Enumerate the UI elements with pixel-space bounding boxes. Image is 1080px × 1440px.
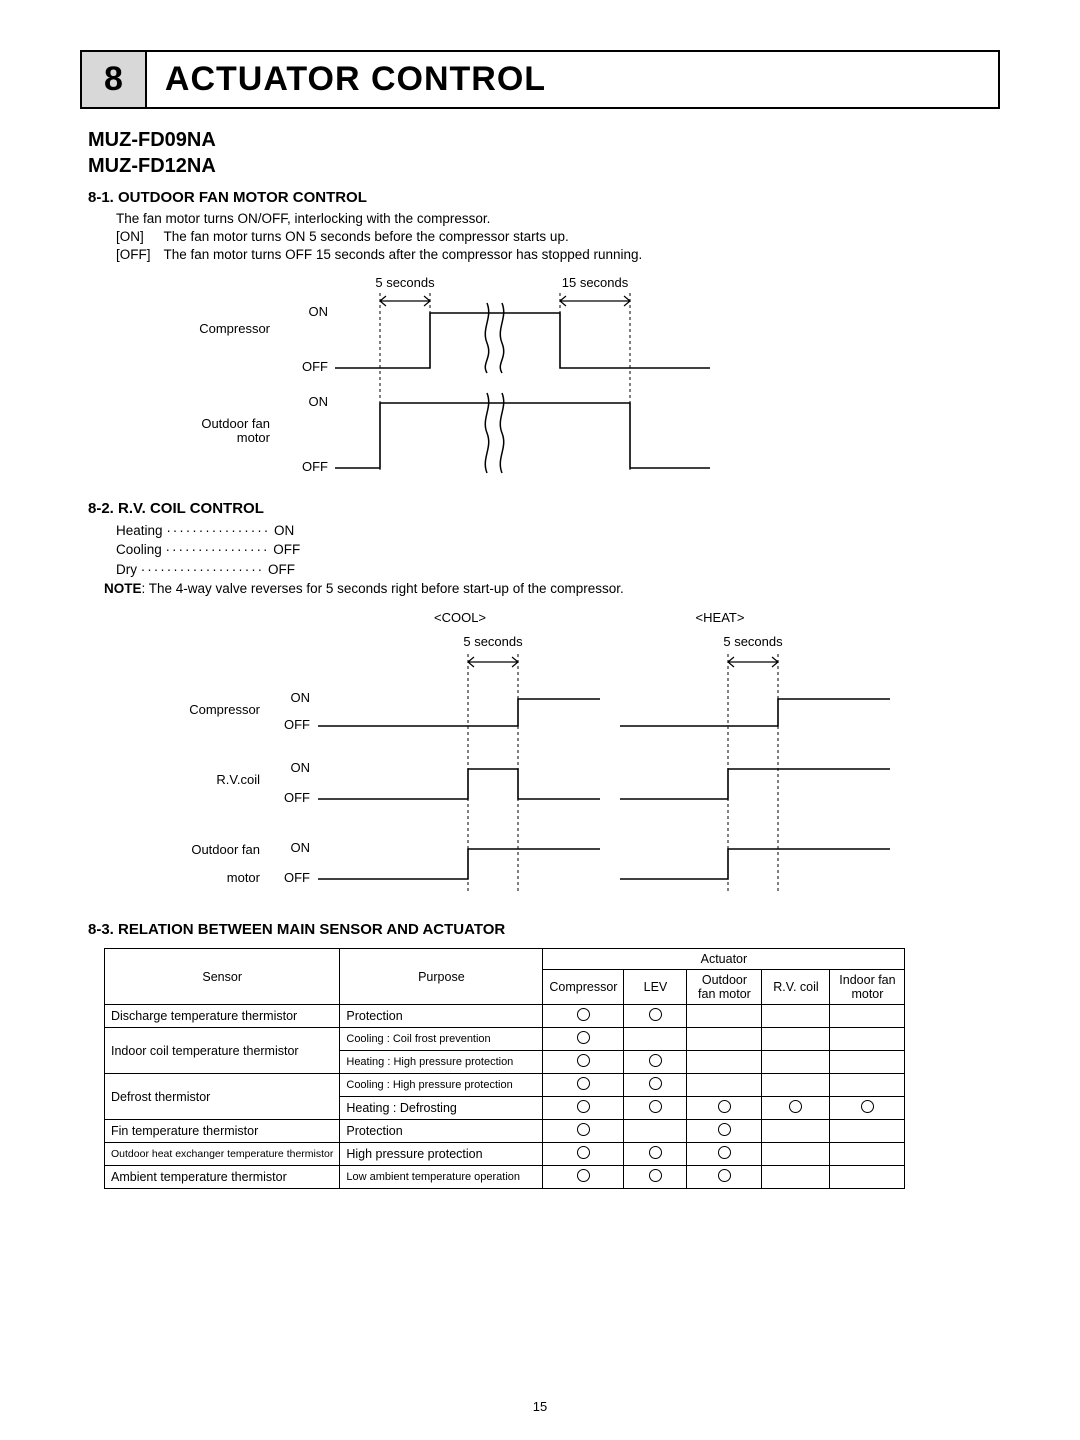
text: [ON] (116, 228, 160, 246)
svg-text:R.V.coil: R.V.coil (216, 772, 260, 787)
subsection-8-2: 8-2. R.V. COIL CONTROL (88, 500, 1000, 517)
table-row: Outdoor heat exchanger temperature therm… (105, 1143, 905, 1166)
sensor-actuator-table: Sensor Purpose Actuator Compressor LEV O… (104, 948, 905, 1189)
svg-text:ON: ON (291, 690, 311, 705)
th: LEV (624, 970, 687, 1005)
th: R.V. coil (762, 970, 830, 1005)
svg-text:5 seconds: 5 seconds (723, 634, 783, 649)
section-header: 8 ACTUATOR CONTROL (80, 50, 1000, 109)
svg-text:Outdoor fan: Outdoor fan (201, 416, 270, 431)
svg-text:<HEAT>: <HEAT> (696, 610, 745, 625)
text: OFF (273, 542, 300, 557)
th-purpose: Purpose (340, 949, 543, 1005)
text: The 4-way valve reverses for 5 seconds r… (149, 581, 624, 596)
th: Indoor fanmotor (830, 970, 905, 1005)
svg-text:OFF: OFF (302, 459, 328, 474)
svg-text:15 seconds: 15 seconds (562, 275, 629, 290)
note: NOTE: The 4-way valve reverses for 5 sec… (104, 581, 1000, 596)
svg-text:Compressor: Compressor (199, 321, 270, 336)
timing-diagram-2: <COOL> <HEAT> 5 seconds 5 seconds Compre… (150, 604, 1000, 909)
table-row: Discharge temperature thermistorProtecti… (105, 1005, 905, 1028)
th-sensor: Sensor (105, 949, 340, 1005)
model: MUZ-FD09NA (88, 129, 216, 151)
svg-text:Compressor: Compressor (189, 702, 260, 717)
text: Heating (116, 523, 163, 538)
text: The fan motor turns OFF 15 seconds after… (164, 247, 643, 262)
text: Dry (116, 562, 137, 577)
rv-coil-list: Heating ················ ON Cooling ····… (116, 521, 1000, 580)
text: Cooling (116, 542, 162, 557)
th-actuator: Actuator (543, 949, 905, 970)
table-row: Ambient temperature thermistorLow ambien… (105, 1166, 905, 1189)
text: The fan motor turns ON 5 seconds before … (164, 229, 569, 244)
section-title: ACTUATOR CONTROL (147, 52, 564, 107)
body-text: The fan motor turns ON/OFF, interlocking… (116, 210, 1000, 265)
svg-text:OFF: OFF (302, 359, 328, 374)
svg-text:motor: motor (227, 870, 261, 885)
table-row: Indoor coil temperature thermistorCoolin… (105, 1028, 905, 1051)
svg-text:Outdoor fan: Outdoor fan (191, 842, 260, 857)
svg-text:OFF: OFF (284, 870, 310, 885)
text: The fan motor turns ON/OFF, interlocking… (116, 211, 490, 226)
svg-text:ON: ON (291, 840, 311, 855)
model-list: MUZ-FD09NA MUZ-FD12NA (88, 127, 1000, 179)
svg-text:OFF: OFF (284, 717, 310, 732)
svg-text:ON: ON (291, 760, 311, 775)
page-number: 15 (0, 1399, 1080, 1414)
text: ON (274, 523, 294, 538)
svg-text:ON: ON (309, 304, 329, 319)
svg-text:OFF: OFF (284, 790, 310, 805)
th: Outdoorfan motor (687, 970, 762, 1005)
section-number: 8 (82, 52, 147, 107)
table-row: Fin temperature thermistorProtection (105, 1120, 905, 1143)
text: OFF (268, 562, 295, 577)
th: Compressor (543, 970, 624, 1005)
subsection-8-3: 8-3. RELATION BETWEEN MAIN SENSOR AND AC… (88, 921, 1000, 938)
svg-text:5 seconds: 5 seconds (375, 275, 435, 290)
text: [OFF] (116, 246, 160, 264)
model: MUZ-FD12NA (88, 155, 216, 177)
svg-text:5 seconds: 5 seconds (463, 634, 523, 649)
timing-diagram-1: 5 seconds 15 seconds Compressor ON OF (190, 273, 1000, 488)
svg-text:<COOL>: <COOL> (434, 610, 486, 625)
svg-text:ON: ON (309, 394, 329, 409)
subsection-8-1: 8-1. OUTDOOR FAN MOTOR CONTROL (88, 189, 1000, 206)
svg-text:motor: motor (237, 430, 271, 445)
table-row: Defrost thermistorCooling : High pressur… (105, 1074, 905, 1097)
